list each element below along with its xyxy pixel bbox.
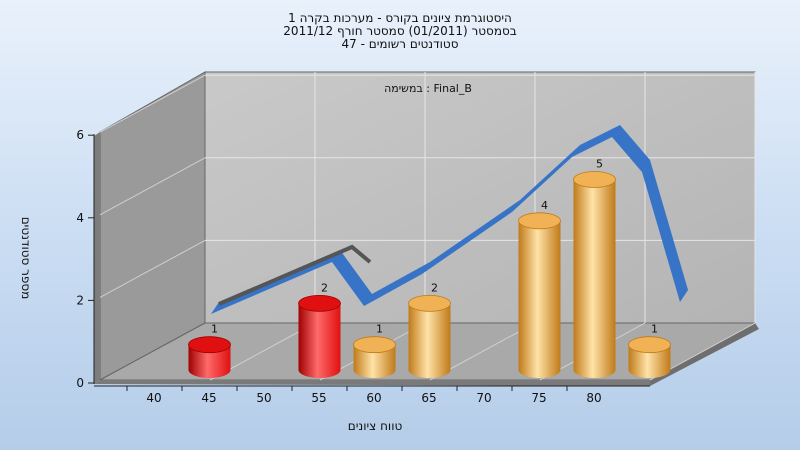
curve-shadow (218, 244, 372, 306)
chart-title-line-1: היסטוגרמת ציונים בקורס - מערכות בקרה 1 (288, 11, 512, 25)
bar-80-85 (628, 336, 671, 378)
task-label: במשימה : Final_B (384, 82, 472, 95)
x-axis-title: טווח ציונים (348, 419, 403, 433)
bar-70-75 (518, 212, 561, 378)
bar-75-80 (573, 171, 616, 378)
side-wall-edge (94, 132, 100, 384)
data-label-70-75: 4 (541, 199, 548, 212)
x-tick-label: 45 (201, 391, 216, 405)
bar-50-55 (298, 294, 341, 378)
x-tick-label: 55 (311, 391, 326, 405)
y-tick-label: 4 (76, 211, 84, 225)
x-tick-label: 65 (421, 391, 436, 405)
bar-body (353, 344, 396, 378)
bar-40-45 (188, 336, 231, 378)
x-tick-label: 60 (366, 391, 381, 405)
bar-body (188, 344, 231, 378)
bar-cap (408, 294, 451, 312)
bar-body (518, 220, 561, 378)
bar-cap (628, 336, 671, 354)
bars-group (188, 171, 671, 378)
y-tick-label: 6 (76, 128, 84, 142)
y-tick-label: 2 (76, 293, 84, 307)
bar-cap (298, 294, 341, 312)
data-label-80-85: 1 (651, 323, 658, 336)
bar-cap (353, 336, 396, 354)
data-label-55-60: 1 (376, 323, 383, 336)
x-tick-label: 70 (476, 391, 491, 405)
grid-line-side (99, 157, 206, 216)
bar-body (408, 303, 451, 378)
chart-title-line-3: סטודנטים רשומים - 47 (341, 37, 458, 51)
y-tick-label: 0 (76, 376, 84, 390)
bar-60-65 (408, 294, 451, 378)
bar-body (573, 179, 616, 378)
bar-body (298, 303, 341, 378)
floor-edge-front (94, 380, 650, 386)
bar-cap (573, 171, 616, 188)
x-tick-label: 80 (586, 391, 601, 405)
x-tick-label: 50 (256, 391, 271, 405)
y-axis-title: מספר סטודנטים (19, 217, 33, 300)
grid-line-side (99, 239, 206, 298)
data-label-50-55: 2 (321, 281, 328, 294)
distribution-curve (211, 125, 688, 314)
x-tick-label: 75 (531, 391, 546, 405)
data-labels: 1 2 1 2 4 5 1 (211, 158, 658, 336)
data-label-60-65: 2 (431, 281, 438, 294)
data-label-75-80: 5 (596, 158, 603, 171)
floor-edge-right (650, 323, 759, 386)
bar-cap (518, 212, 561, 230)
chart-title-line-2: בסמסטר (01/2011) סמסטר חורף 2011/12 (283, 24, 516, 38)
bar-cap (188, 336, 231, 354)
back-wall (204, 71, 756, 324)
bar-body (628, 344, 671, 378)
grid-line-side (99, 74, 206, 133)
x-tick-label: 40 (146, 391, 161, 405)
data-label-40-45: 1 (211, 323, 218, 336)
bar-55-60 (353, 336, 396, 378)
